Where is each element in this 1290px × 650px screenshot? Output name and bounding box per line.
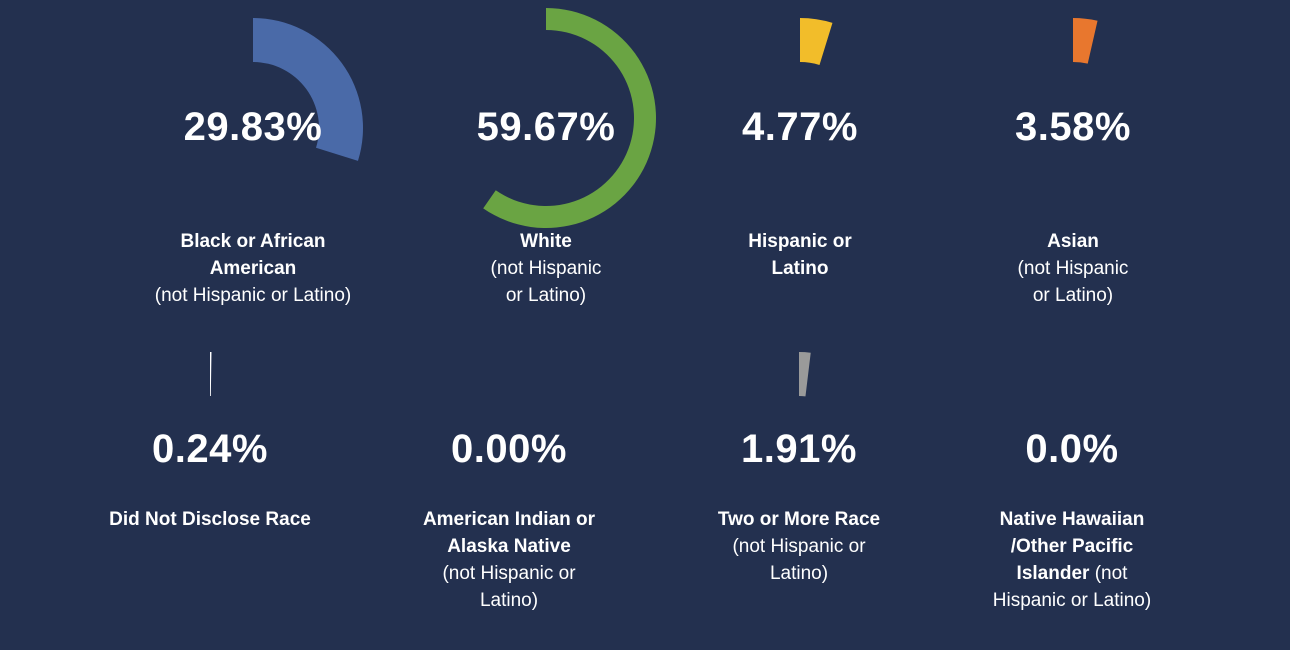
donut-arc-1 <box>253 18 363 161</box>
category-name-line: Did Not Disclose Race <box>109 509 311 530</box>
label-line: Two or More Race <box>669 506 929 533</box>
category-name-line: /Other Pacific <box>1010 536 1134 557</box>
category-name-line: Asian <box>1047 231 1099 252</box>
category-note-line: (not <box>1089 563 1128 584</box>
category-name-line: Two or More Race <box>717 509 881 530</box>
donut-arc-3 <box>800 18 833 65</box>
donut-arc-7 <box>799 352 811 397</box>
percentage-value: 59.67% <box>476 105 616 149</box>
donut-arc-5 <box>210 352 212 397</box>
donut-arc-2 <box>483 8 656 228</box>
category-label: Did Not Disclose Race <box>80 506 340 533</box>
label-line: Hispanic or <box>670 228 930 255</box>
category-name-line: Hispanic or <box>748 231 852 252</box>
label-line: Black or African <box>123 228 383 255</box>
category-name-line: White <box>520 231 572 252</box>
category-label: Asian (not Hispanic or Latino) <box>943 228 1203 309</box>
label-line: Latino <box>670 255 930 282</box>
category-note-line: (not Hispanic or <box>442 563 576 584</box>
category-note-line: (not Hispanic <box>1017 258 1129 279</box>
percentage-value: 29.83% <box>183 105 323 149</box>
category-label: White (not Hispanic or Latino) <box>416 228 676 309</box>
label-line: Alaska Native <box>379 533 639 560</box>
label-line: /Other Pacific <box>942 533 1202 560</box>
donut-arc-4 <box>1073 18 1098 64</box>
category-label: American Indian or Alaska Native (not Hisp… <box>379 506 639 614</box>
category-note-line: (not Hispanic <box>490 258 602 279</box>
percentage-value: 0.00% <box>451 427 567 471</box>
label-line: Native Hawaiian <box>942 506 1202 533</box>
category-name-line: Islander <box>1016 563 1090 584</box>
category-note-line: Latino) <box>479 590 539 611</box>
category-name-line: Alaska Native <box>447 536 571 557</box>
category-name-line: Black or African <box>180 231 326 252</box>
category-note-line: (not Hispanic or <box>732 536 866 557</box>
percentage-value: 0.24% <box>152 427 268 471</box>
label-line: Asian <box>943 228 1203 255</box>
category-label: Black or African American (not Hispanic or… <box>123 228 383 309</box>
category-note-line: or Latino) <box>1032 285 1114 306</box>
label-line: American <box>123 255 383 282</box>
category-label: Hispanic or Latino <box>670 228 930 282</box>
percentage-value: 3.58% <box>1015 105 1131 149</box>
percentage-value: 1.91% <box>741 427 857 471</box>
category-name-line: American Indian or <box>422 509 596 530</box>
category-note-line: (not Hispanic or Latino) <box>154 285 352 306</box>
category-name-line: American <box>209 258 297 279</box>
category-note-line: or Latino) <box>505 285 587 306</box>
category-note-line: Hispanic or Latino) <box>992 590 1152 611</box>
category-label: Native Hawaiian/Other Pacific Islander (n… <box>942 506 1202 614</box>
percentage-value: 4.77% <box>742 105 858 149</box>
category-label: Two or More Race (not Hispanic or Latino) <box>669 506 929 587</box>
category-name-line: Native Hawaiian <box>999 509 1145 530</box>
label-line: Did Not Disclose Race <box>80 506 340 533</box>
percentage-value: 0.0% <box>1025 427 1119 471</box>
label-line: American Indian or <box>379 506 639 533</box>
label-line: Islander (not <box>942 560 1202 587</box>
label-line: White <box>416 228 676 255</box>
category-name-line: Latino <box>771 258 829 279</box>
category-note-line: Latino) <box>769 563 829 584</box>
